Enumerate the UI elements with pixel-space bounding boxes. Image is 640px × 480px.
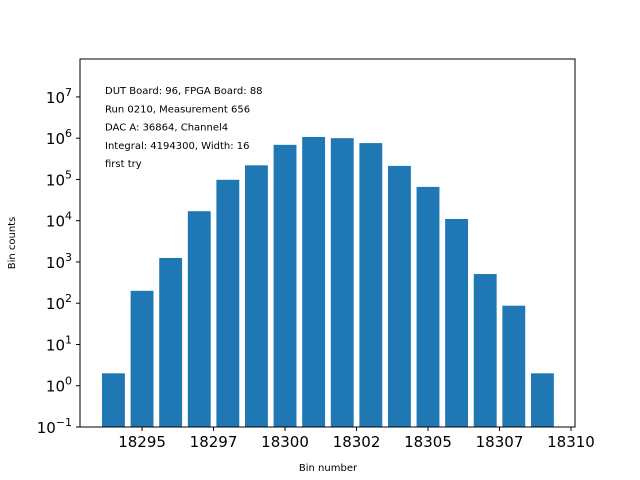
y-tick-exponent: 6 (65, 127, 72, 140)
y-tick-label: 102 (46, 292, 72, 313)
bar (330, 138, 354, 427)
y-tick-base: 10 (37, 419, 56, 437)
annotation: Run 0210, Measurement 656 (105, 104, 250, 115)
x-tick-label: 18297 (190, 433, 238, 451)
bar (445, 218, 469, 427)
x-tick-label: 18310 (547, 433, 595, 451)
y-tick-exponent: 3 (65, 251, 72, 264)
y-tick-base: 10 (46, 89, 65, 107)
y-tick-exponent: 0 (65, 375, 72, 388)
y-tick-base: 10 (46, 254, 65, 272)
plot-frame (79, 58, 576, 428)
y-tick-exponent: 7 (65, 86, 72, 99)
y-tick-base: 10 (46, 171, 65, 189)
y-tick-label: 10−1 (37, 416, 72, 437)
y-tick-exponent: 4 (65, 210, 72, 223)
bar (473, 274, 497, 427)
bar (102, 373, 125, 427)
bar (187, 211, 211, 427)
annotation: Integral: 4194300, Width: 16 (105, 141, 250, 152)
x-axis-label: Bin number (299, 463, 358, 474)
y-tick-exponent: 2 (65, 292, 72, 305)
x-tick-label: 18305 (404, 433, 452, 451)
annotation: DAC A: 36864, Channel4 (105, 123, 228, 134)
bar (130, 290, 154, 427)
y-tick-exponent: 5 (65, 168, 72, 181)
y-tick-label: 105 (46, 168, 72, 189)
bar (302, 136, 326, 427)
y-tick-base: 10 (46, 130, 65, 148)
bar (416, 186, 440, 427)
y-tick-label: 104 (46, 210, 72, 231)
y-tick-base: 10 (46, 336, 65, 354)
y-tick-label: 101 (46, 333, 72, 354)
bar (273, 144, 297, 428)
y-tick-label: 107 (46, 86, 72, 107)
y-tick-label: 103 (46, 251, 72, 272)
x-tick-label: 18300 (261, 433, 309, 451)
x-tick-label: 18302 (333, 433, 381, 451)
bar (159, 257, 183, 427)
bar (359, 143, 383, 428)
x-tick-label: 18295 (118, 433, 166, 451)
y-tick-label: 106 (46, 127, 72, 148)
bar (216, 179, 240, 427)
annotation: DUT Board: 96, FPGA Board: 88 (105, 86, 263, 97)
y-axis-label: Bin counts (7, 217, 18, 270)
y-tick-base: 10 (46, 295, 65, 313)
bar (245, 165, 268, 427)
annotation: first try (105, 159, 142, 170)
x-tick-label: 18307 (476, 433, 524, 451)
y-tick-exponent: 1 (65, 333, 72, 346)
y-tick-label: 100 (46, 375, 72, 396)
y-tick-base: 10 (46, 213, 65, 231)
bar (530, 373, 554, 427)
y-tick-exponent: −1 (56, 416, 72, 429)
y-tick-base: 10 (46, 378, 65, 396)
bar (387, 165, 411, 427)
bar (502, 305, 526, 427)
